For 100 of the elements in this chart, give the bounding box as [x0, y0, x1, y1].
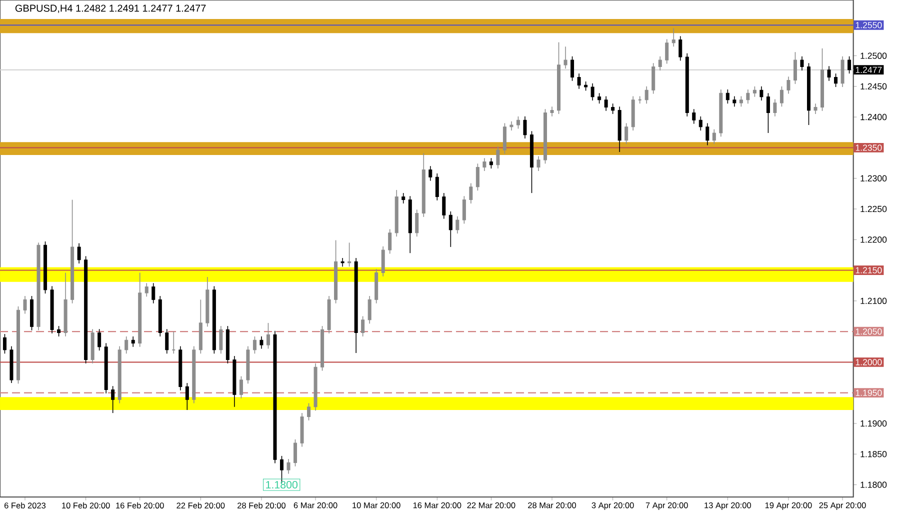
candlestick	[469, 182, 473, 204]
candlestick	[252, 336, 256, 354]
candlestick	[294, 438, 298, 467]
chart-title: GBPUSD,H4 1.2482 1.2491 1.2477 1.2477	[15, 4, 206, 13]
y-tick-label: 1.1800	[860, 482, 887, 488]
y-tick-label: 1.2250	[860, 206, 887, 212]
y-tick-label: 1.2450	[860, 83, 887, 90]
candlestick	[800, 56, 804, 71]
candlestick	[672, 28, 676, 47]
candlestick	[496, 146, 500, 169]
x-tick-label: 10 Mar 20:00	[352, 502, 400, 508]
y-tick-label: 1.2400	[860, 114, 887, 120]
candlestick	[752, 86, 756, 98]
candlestick	[57, 326, 61, 337]
candlestick	[381, 246, 385, 277]
x-tick-label: 10 Feb 20:00	[62, 502, 110, 508]
annotation: 1.1800	[266, 480, 298, 489]
candlestick	[462, 196, 466, 224]
x-tick-label: 22 Mar 20:00	[467, 502, 516, 508]
candlestick	[590, 82, 594, 101]
x-tick-label: 7 Apr 20:00	[646, 502, 688, 510]
candlestick	[144, 282, 148, 298]
candlestick	[152, 282, 156, 304]
ref-line-label: 1.2350	[856, 144, 882, 151]
candlestick	[98, 328, 102, 351]
y-tick-label: 1.2100	[860, 298, 887, 304]
candlestick	[442, 192, 446, 220]
candlestick	[665, 38, 669, 64]
candlestick	[827, 66, 831, 82]
candlestick	[307, 402, 311, 421]
candlestick	[746, 89, 750, 104]
candlestick	[564, 46, 568, 70]
x-tick-label: 6 Feb 2023	[4, 502, 46, 508]
candlestick	[510, 120, 514, 131]
candlestick	[678, 36, 682, 62]
x-tick-label: 13 Apr 20:00	[704, 502, 751, 510]
y-tick-label: 1.2300	[860, 175, 887, 182]
candlestick	[793, 52, 797, 84]
candlestick	[2, 334, 6, 354]
candlestick	[840, 56, 844, 88]
candlestick	[726, 89, 730, 104]
candlestick	[577, 73, 581, 90]
candlestick	[644, 86, 648, 104]
candlestick	[172, 331, 176, 354]
x-tick-label: 16 Feb 20:00	[116, 502, 164, 508]
ref-line-label: 1.1950	[856, 390, 882, 396]
candlestick	[692, 108, 696, 124]
candlestick	[185, 382, 189, 410]
candlestick	[435, 173, 439, 201]
candlestick	[516, 116, 520, 130]
candlestick	[23, 296, 27, 314]
candlestick	[219, 326, 223, 354]
candlestick	[415, 209, 419, 237]
x-tick-label: 6 Mar 20:00	[294, 502, 338, 508]
ref-line-label: 1.2000	[856, 359, 882, 366]
candlestick	[361, 316, 365, 337]
x-tick-label: 3 Apr 20:00	[592, 502, 634, 510]
ref-line-label: 1.2550	[856, 22, 882, 28]
y-tick-label: 1.1850	[860, 450, 887, 458]
candlestick	[624, 122, 628, 144]
candlestick	[348, 242, 352, 267]
candlestick	[712, 128, 716, 144]
x-tick-label: 28 Mar 20:00	[528, 502, 576, 508]
candlestick	[773, 98, 777, 117]
x-tick-label: 25 Apr 20:00	[819, 502, 866, 510]
ref-line-label: 1.2150	[856, 267, 882, 274]
x-tick-label: 16 Mar 20:00	[413, 502, 462, 508]
x-tick-label: 22 Feb 20:00	[176, 502, 225, 508]
candlestick	[760, 86, 764, 101]
x-tick-label: 19 Apr 20:00	[765, 502, 812, 510]
y-tick-label: 1.1900	[860, 420, 887, 427]
candlestick	[131, 336, 135, 348]
candlestick	[570, 56, 574, 82]
candlestick	[456, 216, 460, 234]
candlestick	[698, 116, 702, 131]
candlestick	[77, 242, 81, 264]
candlestick	[766, 92, 770, 134]
candlestick	[611, 103, 615, 114]
candlestick	[780, 86, 784, 108]
ref-line-label: 1.2477	[856, 66, 882, 73]
candlestick	[476, 163, 480, 191]
candlestick	[124, 336, 128, 354]
candlestick	[732, 96, 736, 108]
candlestick	[340, 258, 344, 267]
candlestick	[266, 322, 270, 350]
candlestick	[388, 228, 392, 254]
candlestick	[786, 76, 790, 94]
candlestick	[652, 62, 656, 94]
candlestick	[165, 328, 169, 354]
ref-line-label: 1.2050	[856, 328, 882, 335]
candlestick	[502, 122, 506, 154]
candlestick	[550, 106, 554, 117]
candlestick	[814, 103, 818, 114]
candlestick	[260, 336, 264, 350]
y-tick-label: 1.2200	[860, 236, 887, 243]
candlestick	[834, 73, 838, 88]
candlestick	[286, 458, 290, 474]
candlestick	[448, 211, 452, 248]
candlestick	[598, 92, 602, 104]
x-tick-label: 28 Feb 20:00	[238, 502, 286, 508]
